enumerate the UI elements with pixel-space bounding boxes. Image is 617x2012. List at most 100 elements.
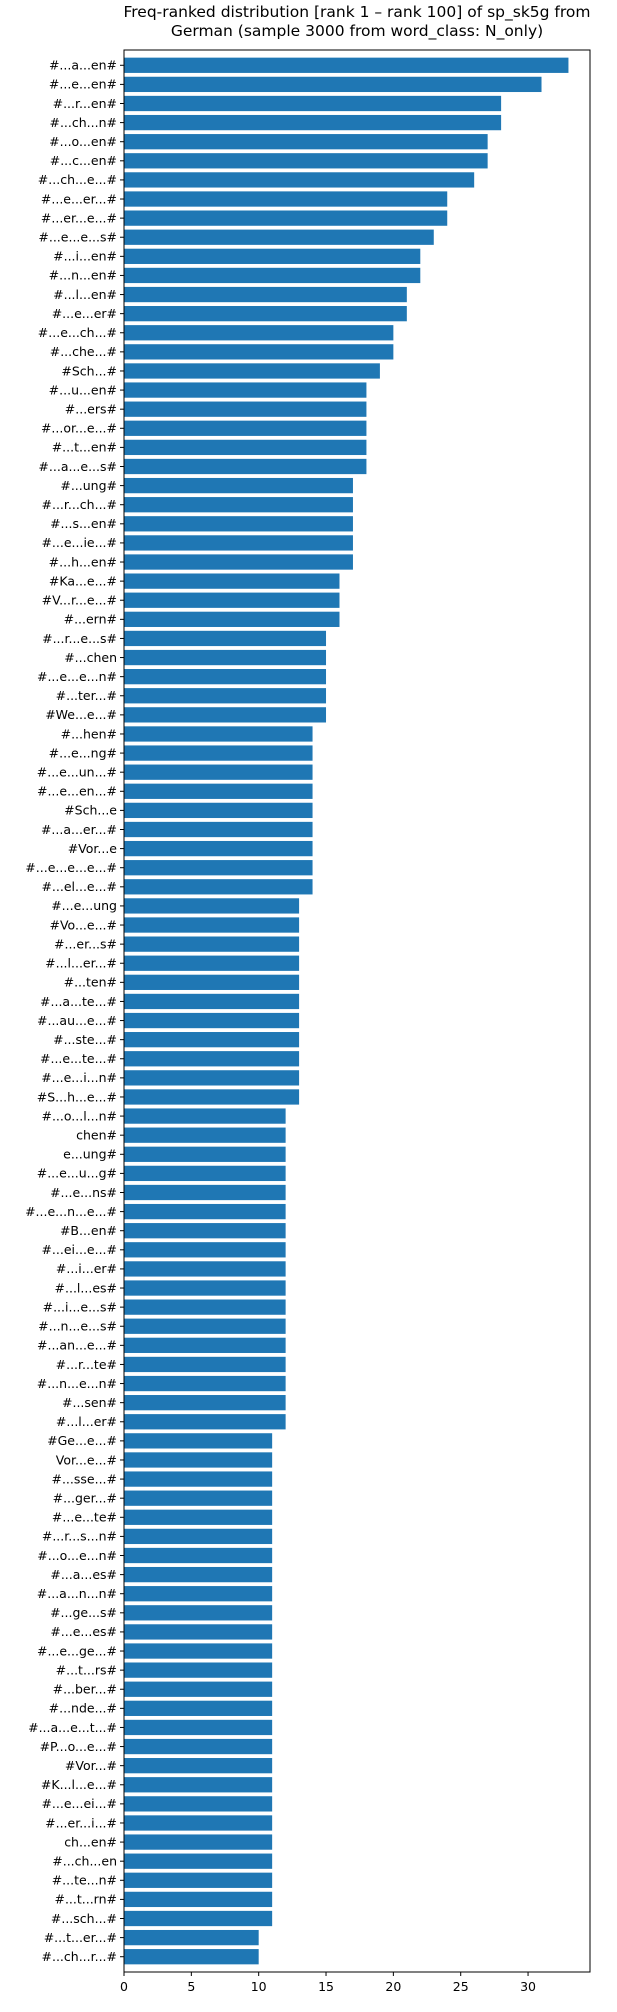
x-tick-label: 25: [453, 1979, 469, 1994]
bar-rank-59: [124, 1165, 286, 1182]
y-tick-label: #...i...e...s#: [43, 1299, 117, 1314]
y-tick-label: #...e...er#: [52, 306, 117, 321]
bar-rank-26: [124, 535, 353, 551]
y-tick-label: #...e...ge...#: [37, 1643, 117, 1658]
y-tick-label: #...ch...en: [52, 1853, 117, 1868]
bar-rank-20: [124, 420, 367, 436]
bar-rank-15: [124, 325, 394, 341]
bar-rank-53: [124, 1051, 300, 1067]
y-tick-label: #...e...un...#: [37, 764, 117, 779]
y-tick-label: #Vo...e...#: [50, 917, 118, 932]
y-tick-label: #...er...e...#: [41, 210, 117, 225]
plot-frame: [123, 49, 591, 1973]
bar-rank-47: [124, 936, 300, 952]
bar-rank-74: [124, 1452, 273, 1468]
y-tick-labels: #...a...en# #...e...en# #...r...en# #...ch.…: [25, 58, 124, 1964]
y-tick-label: #...e...u...g#: [37, 1166, 117, 1181]
bar-rank-2: [124, 76, 542, 93]
bar-rank-88: [124, 1719, 273, 1736]
bar-rank-86: [124, 1681, 273, 1697]
bar-rank-10: [124, 229, 434, 245]
y-tick-label: #...i...en#: [53, 249, 117, 264]
bar-rank-69: [124, 1356, 286, 1373]
y-tick-label: #...r...te#: [56, 1357, 117, 1372]
y-tick-label: chen#: [76, 1127, 117, 1142]
y-tick-label: #Ka...e...#: [49, 573, 117, 588]
bar-rank-60: [124, 1184, 286, 1201]
y-tick-label: #...e...te...#: [40, 1051, 117, 1066]
y-tick-label: #...t...er...#: [44, 1930, 117, 1945]
bars-group: [124, 57, 569, 1965]
bar-rank-75: [124, 1471, 273, 1487]
bar-rank-19: [124, 401, 367, 417]
bar-rank-22: [124, 458, 367, 475]
bar-rank-48: [124, 955, 300, 971]
bar-rank-71: [124, 1395, 286, 1411]
bar-rank-45: [124, 898, 300, 914]
bar-rank-35: [124, 707, 327, 723]
bar-rank-98: [124, 1910, 273, 1927]
bar-rank-56: [124, 1108, 286, 1124]
bar-rank-1: [124, 57, 569, 73]
y-tick-label: #...e...e...s#: [38, 230, 117, 245]
x-tick-label: 15: [318, 1979, 334, 1994]
y-tick-label: #B...en#: [60, 1223, 117, 1238]
bar-rank-94: [124, 1834, 273, 1850]
y-tick-label: #...e...ch...#: [38, 325, 117, 340]
chart-title-line-2: German (sample 3000 from word_class: N_o…: [171, 22, 543, 41]
y-tick-label: #...l...en#: [53, 287, 117, 302]
bar-rank-5: [124, 134, 488, 150]
y-tick-label: #...a...te...#: [40, 994, 117, 1009]
bar-rank-13: [124, 286, 407, 303]
y-tick-label: #...e...ie...#: [41, 535, 117, 550]
y-tick-label: #...ern#: [64, 612, 117, 627]
bar-rank-83: [124, 1624, 273, 1640]
bar-rank-34: [124, 688, 327, 704]
bar-rank-87: [124, 1700, 273, 1716]
bar-rank-3: [124, 95, 502, 112]
y-tick-label: #...l...er#: [56, 1414, 117, 1429]
y-tick-label: #...e...er...#: [41, 191, 117, 206]
bar-rank-43: [124, 860, 313, 876]
y-tick-label: #...e...en#: [49, 77, 117, 92]
bar-rank-72: [124, 1414, 286, 1430]
y-tick-label: #...n...e...s#: [38, 1319, 117, 1334]
bar-rank-57: [124, 1127, 286, 1143]
y-tick-label: #...a...er...#: [41, 822, 117, 837]
x-tick-label: 30: [520, 1979, 536, 1994]
chart-title: Freq-ranked distribution [rank 1 – rank …: [123, 3, 590, 41]
bar-rank-79: [124, 1547, 273, 1564]
y-tick-label: #V...r...e...#: [42, 593, 117, 608]
y-tick-label: #...e...i...n#: [41, 1070, 117, 1085]
y-tick-label: #...sch...#: [51, 1911, 117, 1926]
x-tick-label: 20: [385, 1979, 401, 1994]
bar-rank-18: [124, 382, 367, 398]
bar-rank-24: [124, 497, 353, 513]
x-tick-label: 0: [120, 1979, 128, 1994]
y-tick-label: #...er...s#: [54, 936, 117, 951]
bar-rank-68: [124, 1337, 286, 1353]
bar-rank-95: [124, 1853, 273, 1869]
bar-rank-42: [124, 840, 313, 857]
y-tick-label: #...n...en#: [49, 268, 117, 283]
bar-rank-91: [124, 1777, 273, 1793]
bar-rank-84: [124, 1643, 273, 1659]
y-tick-label: #...e...te#: [52, 1510, 117, 1525]
y-tick-label: #...e...e...n#: [37, 669, 117, 684]
bar-rank-77: [124, 1509, 273, 1525]
y-tick-label: #...a...e...t...#: [28, 1720, 117, 1735]
y-tick-label: #...r...ch...#: [42, 497, 118, 512]
y-tick-label: #S...h...e...#: [37, 1089, 117, 1104]
bar-rank-21: [124, 439, 367, 456]
y-tick-label: #...au...e...#: [37, 1013, 117, 1028]
bar-rank-89: [124, 1738, 273, 1755]
bar-rank-96: [124, 1872, 273, 1888]
x-axis: 0 5 10 15 20 25 30: [120, 1972, 536, 1994]
bar-rank-40: [124, 802, 313, 819]
bar-rank-33: [124, 669, 327, 685]
bar-rank-9: [124, 210, 448, 226]
bar-rank-80: [124, 1566, 273, 1583]
bar-rank-97: [124, 1891, 273, 1908]
y-tick-label: #K...l...e...#: [41, 1777, 117, 1792]
